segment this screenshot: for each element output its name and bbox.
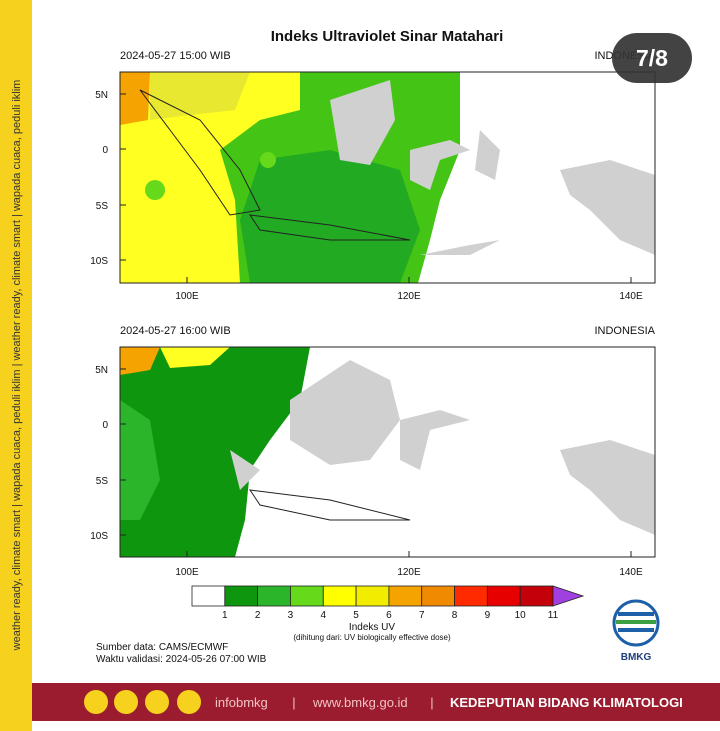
panel-time: 2024-05-27 15:00 WIB (120, 50, 231, 62)
lon-label: 140E (619, 567, 643, 578)
footer-website: www.bmkg.go.id (312, 695, 408, 710)
colorbar-title: Indeks UV (349, 622, 395, 633)
logo-mark (612, 599, 660, 647)
colorbar-cell (519, 585, 554, 607)
footer-separator: | (430, 695, 433, 710)
colorbar-label: 3 (288, 610, 294, 621)
source: Sumber data: CAMS/ECMWF (96, 642, 228, 653)
badge-text: 7/8 (636, 45, 668, 71)
lat-label: 5S (96, 201, 109, 212)
lat-label: 5S (96, 476, 109, 487)
lat-label: 5N (95, 90, 108, 101)
map-panel (119, 346, 656, 558)
colorbar-label: 7 (419, 610, 425, 621)
lon-label: 100E (175, 567, 199, 578)
colorbar-cell (290, 585, 324, 607)
lon-label: 120E (397, 567, 421, 578)
footer-handle: infobmkg (215, 695, 268, 710)
lat-label: 5N (95, 365, 108, 376)
badge (612, 33, 692, 83)
colorbar-label: 2 (255, 610, 261, 621)
side-text: weather ready, climate smart | wapada cu… (11, 80, 23, 652)
colorbar-cell (454, 585, 488, 607)
colorbar-cell (257, 585, 291, 607)
footer-separator: | (292, 695, 295, 710)
colorbar-cell (224, 585, 259, 607)
logo-text: BMKG (621, 652, 652, 663)
title: Indeks Ultraviolet Sinar Matahari (271, 28, 504, 45)
social-icons (84, 690, 201, 714)
lon-label: 120E (397, 291, 421, 302)
validity: Waktu validasi: 2024-05-26 07:00 WIB (96, 654, 267, 665)
side-strip (0, 0, 32, 731)
colorbar-cell (355, 585, 390, 607)
map-panel (119, 71, 656, 284)
colorbar-label: 1 (222, 610, 228, 621)
colorbar-label: 9 (485, 610, 491, 621)
colorbar-extend (552, 585, 585, 607)
colorbar-label: 4 (320, 610, 326, 621)
colorbar-note: (dihitung dari: UV biologically effectiv… (293, 633, 451, 642)
colorbar-label: 6 (386, 610, 392, 621)
colorbar-cell (191, 585, 226, 607)
colorbar-cell (486, 585, 521, 607)
colorbar-cell (421, 585, 455, 607)
lat-label: 10S (90, 256, 108, 267)
lat-label: 0 (102, 145, 108, 156)
panel-time: 2024-05-27 16:00 WIB (120, 325, 231, 337)
lat-label: 10S (90, 531, 108, 542)
colorbar-label: 10 (515, 610, 527, 621)
lon-label: 100E (175, 291, 199, 302)
footer-agency: KEDEPUTIAN BIDANG KLIMATOLOGI (450, 695, 683, 710)
colorbar-label: 5 (353, 610, 359, 621)
colorbar-cell (388, 585, 423, 607)
colorbar-label: 8 (452, 610, 458, 621)
colorbar-cell (322, 585, 357, 607)
lon-label: 140E (619, 291, 643, 302)
colorbar-label: 11 (548, 610, 559, 621)
panel-region: INDONESIA (594, 325, 655, 337)
lat-label: 0 (102, 420, 108, 431)
